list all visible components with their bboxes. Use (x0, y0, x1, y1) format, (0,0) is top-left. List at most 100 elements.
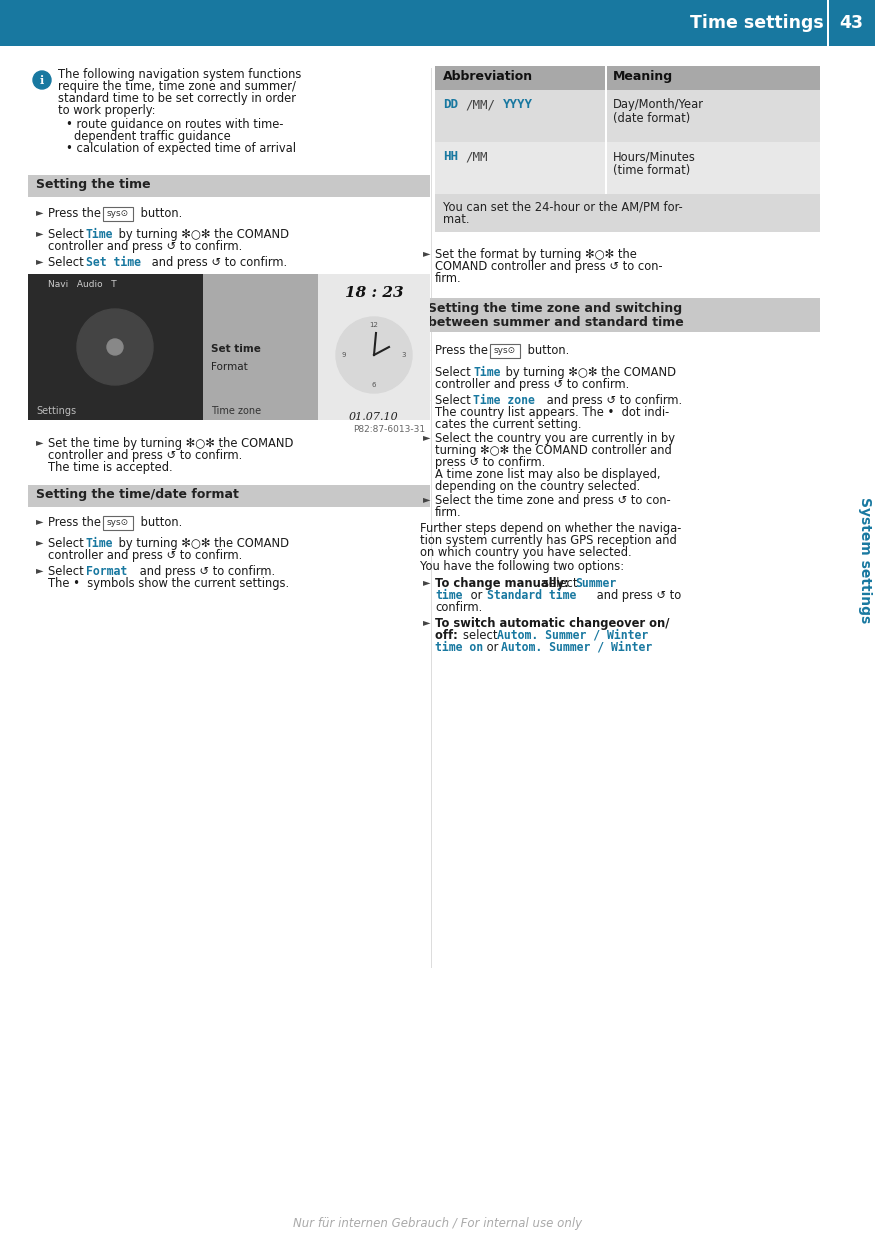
Text: button.: button. (137, 516, 182, 529)
Text: The time is accepted.: The time is accepted. (48, 460, 172, 474)
Text: turning ✻○✻ the COMAND controller and: turning ✻○✻ the COMAND controller and (435, 444, 672, 457)
Text: ►: ► (36, 207, 44, 217)
Text: and press ↺ to confirm.: and press ↺ to confirm. (543, 393, 682, 407)
Text: mat.: mat. (443, 213, 470, 226)
Text: Nur für internen Gebrauch / For internal use only: Nur für internen Gebrauch / For internal… (293, 1216, 582, 1230)
Text: Autom. Summer / Winter: Autom. Summer / Winter (501, 642, 652, 654)
Text: off:: off: (435, 629, 462, 642)
Text: Select: Select (435, 393, 474, 407)
Text: You can set the 24-hour or the AM/PM for-: You can set the 24-hour or the AM/PM for… (443, 200, 682, 213)
Text: Set time: Set time (211, 344, 261, 354)
Text: Further steps depend on whether the naviga-: Further steps depend on whether the navi… (420, 522, 682, 535)
Text: Navi   Audio   T: Navi Audio T (48, 280, 116, 289)
Bar (827, 0, 829, 46)
Text: Time zone: Time zone (473, 393, 535, 407)
Text: i: i (40, 74, 44, 86)
Text: sys⊙: sys⊙ (107, 208, 130, 218)
Text: dependent traffic guidance: dependent traffic guidance (74, 130, 231, 143)
Bar (28, 274, 430, 419)
Text: Set the format by turning ✻○✻ the: Set the format by turning ✻○✻ the (435, 248, 637, 261)
Text: ►: ► (423, 432, 430, 442)
Text: or: or (467, 589, 486, 602)
Text: The following navigation system functions: The following navigation system function… (58, 68, 301, 81)
Text: cates the current setting.: cates the current setting. (435, 418, 582, 431)
Text: DD: DD (443, 98, 458, 110)
Text: Format: Format (211, 362, 248, 372)
Text: /MM: /MM (465, 150, 487, 163)
Text: 6: 6 (372, 382, 376, 388)
Text: ►: ► (36, 537, 44, 547)
Text: ►: ► (36, 565, 44, 575)
Text: Time: Time (473, 366, 500, 379)
Text: controller and press ↺ to confirm.: controller and press ↺ to confirm. (48, 240, 242, 253)
Text: Select: Select (48, 228, 88, 241)
Text: firm.: firm. (435, 272, 462, 285)
Text: ►: ► (423, 577, 430, 587)
Bar (28, 485, 430, 508)
Text: To switch automatic changeover on/: To switch automatic changeover on/ (435, 617, 669, 630)
Text: Time: Time (86, 537, 114, 550)
Text: To change manually:: To change manually: (435, 577, 573, 589)
Text: ►: ► (423, 393, 430, 405)
Text: and press ↺ to: and press ↺ to (593, 589, 682, 602)
Text: /MM/: /MM/ (465, 98, 495, 110)
Bar (605, 66, 606, 91)
Text: tion system currently has GPS reception and: tion system currently has GPS reception … (420, 534, 676, 547)
Text: 18 : 23: 18 : 23 (345, 285, 403, 300)
Text: and press ↺ to confirm.: and press ↺ to confirm. (148, 256, 287, 269)
Bar (605, 141, 606, 194)
Text: on which country you have selected.: on which country you have selected. (420, 546, 632, 558)
Text: 9: 9 (342, 352, 346, 357)
Bar (203, 274, 318, 419)
Bar (435, 141, 820, 194)
Circle shape (77, 309, 153, 385)
Text: Setting the time zone and switching: Setting the time zone and switching (428, 302, 682, 315)
Bar (605, 91, 606, 141)
Text: button.: button. (524, 344, 570, 357)
Text: Select: Select (48, 537, 88, 550)
Text: Select: Select (435, 366, 474, 379)
Text: Select: Select (48, 256, 88, 269)
Text: Hours/Minutes: Hours/Minutes (613, 150, 696, 163)
Text: Summer: Summer (575, 577, 616, 589)
Text: • calculation of expected time of arrival: • calculation of expected time of arriva… (66, 141, 296, 155)
Text: controller and press ↺ to confirm.: controller and press ↺ to confirm. (435, 379, 629, 391)
Text: Time zone: Time zone (211, 406, 261, 416)
Text: Set time: Set time (86, 256, 141, 269)
Text: The country list appears. The •  dot indi-: The country list appears. The • dot indi… (435, 406, 669, 419)
Text: time: time (435, 589, 463, 602)
Text: ►: ► (36, 256, 44, 266)
Text: select: select (463, 629, 501, 642)
Text: HH: HH (443, 150, 458, 163)
Text: (time format): (time format) (613, 164, 690, 177)
Text: (date format): (date format) (613, 112, 690, 125)
Bar (28, 175, 430, 197)
Text: Press the: Press the (48, 516, 105, 529)
Text: between summer and standard time: between summer and standard time (428, 316, 683, 329)
Text: press ↺ to confirm.: press ↺ to confirm. (435, 455, 545, 469)
Text: Autom. Summer / Winter: Autom. Summer / Winter (497, 629, 648, 642)
Text: Time: Time (86, 228, 114, 241)
Text: ►: ► (36, 437, 44, 447)
Bar (103, 516, 133, 530)
Text: ►: ► (36, 228, 44, 238)
Text: by turning ✻○✻ the COMAND: by turning ✻○✻ the COMAND (502, 366, 676, 379)
Text: Select: Select (48, 565, 88, 578)
Text: by turning ✻○✻ the COMAND: by turning ✻○✻ the COMAND (115, 228, 289, 241)
Text: Meaning: Meaning (613, 69, 673, 83)
Text: • route guidance on routes with time-: • route guidance on routes with time- (66, 118, 284, 132)
Text: to work properly:: to work properly: (58, 104, 156, 117)
Circle shape (33, 71, 51, 89)
Text: Setting the time/date format: Setting the time/date format (36, 488, 239, 501)
Text: Select the country you are currently in by: Select the country you are currently in … (435, 432, 675, 446)
Text: Press the: Press the (48, 207, 105, 220)
Bar (490, 344, 520, 357)
Text: Format: Format (86, 565, 127, 578)
Text: or: or (483, 642, 502, 654)
Text: P82:87-6013-31: P82:87-6013-31 (353, 424, 425, 434)
Text: A time zone list may also be displayed,: A time zone list may also be displayed, (435, 468, 661, 482)
Text: ►: ► (423, 617, 430, 627)
Text: Setting the time: Setting the time (36, 177, 150, 191)
Text: ►: ► (423, 248, 430, 258)
Text: ►: ► (423, 344, 430, 354)
